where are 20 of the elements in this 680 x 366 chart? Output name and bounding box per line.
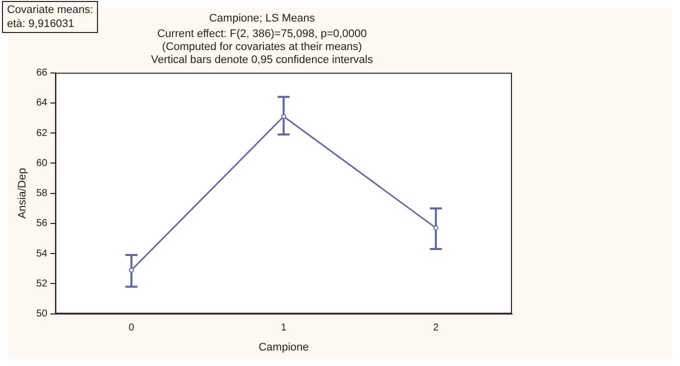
y-tick-label: 64 xyxy=(36,98,48,109)
chart-subtitle: Current effect: F(2, 386)=75,098, p=0,0000 (Computed for covariates at their means) Vertical bars denote 0,95 confidence intervals xyxy=(151,28,374,66)
y-tick-label: 62 xyxy=(36,128,48,139)
x-axis-title: Campione xyxy=(258,341,309,354)
y-tick-label: 66 xyxy=(36,68,48,79)
point xyxy=(281,114,286,119)
y-tick-label: 56 xyxy=(36,218,48,230)
y-tick-label: 54 xyxy=(36,248,48,260)
y-tick-label: 50 xyxy=(36,308,48,320)
point xyxy=(433,225,438,230)
y-tick-label: 60 xyxy=(36,158,48,169)
x-tick-label: 0 xyxy=(128,322,135,334)
y-tick-label: 52 xyxy=(36,278,48,290)
y-tick-label: 58 xyxy=(36,188,48,200)
text: Covariate means: età: 9,916031 xyxy=(2,1,98,33)
chart-title: Campione; LS Means xyxy=(209,12,316,25)
x-tick-label: 2 xyxy=(433,322,440,334)
x-tick-label: 1 xyxy=(280,322,287,334)
point xyxy=(128,268,134,273)
y-axis-title: Ansia/Dep xyxy=(16,168,29,219)
